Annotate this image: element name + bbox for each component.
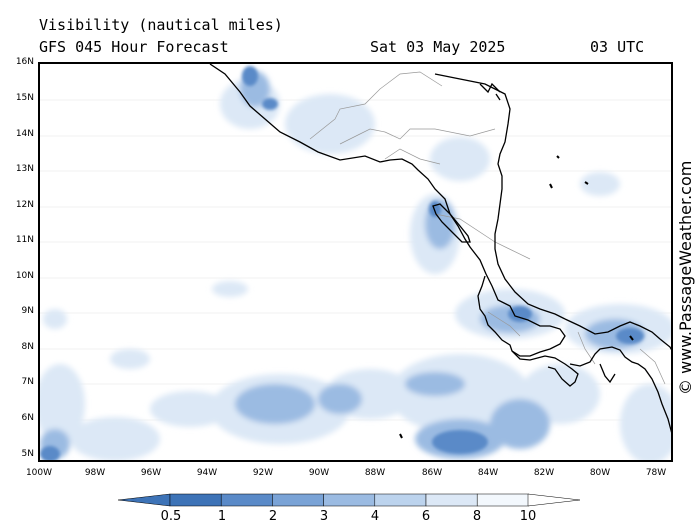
- credit-watermark: © www.PassageWeather.com: [676, 160, 695, 395]
- colorbar-segment: [323, 493, 376, 507]
- lon-label: 80W: [589, 468, 611, 478]
- lat-label: 12N: [15, 200, 34, 210]
- lat-label: 11N: [15, 235, 34, 245]
- lon-label: 98W: [84, 468, 106, 478]
- colorbar-segment: [272, 493, 324, 507]
- colorbar-label: 6: [421, 509, 431, 524]
- lat-label: 16N: [15, 57, 34, 67]
- colorbar-label: 4: [370, 509, 380, 524]
- lon-label: 82W: [533, 468, 555, 478]
- coastline: [209, 64, 671, 439]
- lon-label: 88W: [364, 468, 386, 478]
- forecast-date: Sat 03 May 2025: [370, 38, 506, 56]
- lat-label: 13N: [15, 164, 34, 174]
- colorbar-label: 3: [319, 509, 329, 524]
- colorbar-segment: [374, 493, 427, 507]
- map-area[interactable]: [38, 62, 673, 462]
- lon-label: 92W: [252, 468, 274, 478]
- colorbar-label: 0.5: [160, 509, 182, 524]
- lon-label: 84W: [477, 468, 499, 478]
- colorbar-label: 2: [268, 509, 278, 524]
- colorbar-label: 1: [217, 509, 227, 524]
- lat-label: 15N: [15, 93, 34, 103]
- lon-label: 100W: [25, 468, 53, 478]
- colorbar-lower-arrow: [118, 493, 171, 507]
- lon-label: 86W: [421, 468, 443, 478]
- colorbar-label: 8: [472, 509, 482, 524]
- lon-label: 96W: [140, 468, 162, 478]
- forecast-time: 03 UTC: [590, 38, 645, 56]
- lon-label: 94W: [196, 468, 218, 478]
- lat-label: 8N: [21, 342, 34, 352]
- colorbar: [118, 493, 581, 507]
- colorbar-segment: [425, 493, 478, 507]
- colorbar-upper-arrow: [527, 493, 581, 507]
- colorbar-segment: [476, 493, 529, 507]
- lat-label: 5N: [21, 449, 34, 459]
- lon-label: 78W: [645, 468, 667, 478]
- colorbar-segments: [169, 493, 529, 507]
- colorbar-segment: [220, 493, 273, 507]
- lat-label: 9N: [21, 306, 34, 316]
- lon-label: 90W: [308, 468, 330, 478]
- forecast-label: GFS 045 Hour Forecast: [39, 38, 229, 56]
- lat-label: 14N: [15, 129, 34, 139]
- map-title: Visibility (nautical miles): [39, 16, 283, 34]
- visibility-map: [40, 64, 671, 460]
- colorbar-segment: [169, 493, 222, 507]
- country-borders: [309, 71, 666, 385]
- lat-label: 6N: [21, 413, 34, 423]
- visibility-field-light: [40, 71, 671, 460]
- lat-label: 7N: [21, 377, 34, 387]
- visibility-field-dense: [40, 66, 644, 460]
- lat-label: 10N: [15, 271, 34, 281]
- colorbar-label: 10: [519, 509, 537, 524]
